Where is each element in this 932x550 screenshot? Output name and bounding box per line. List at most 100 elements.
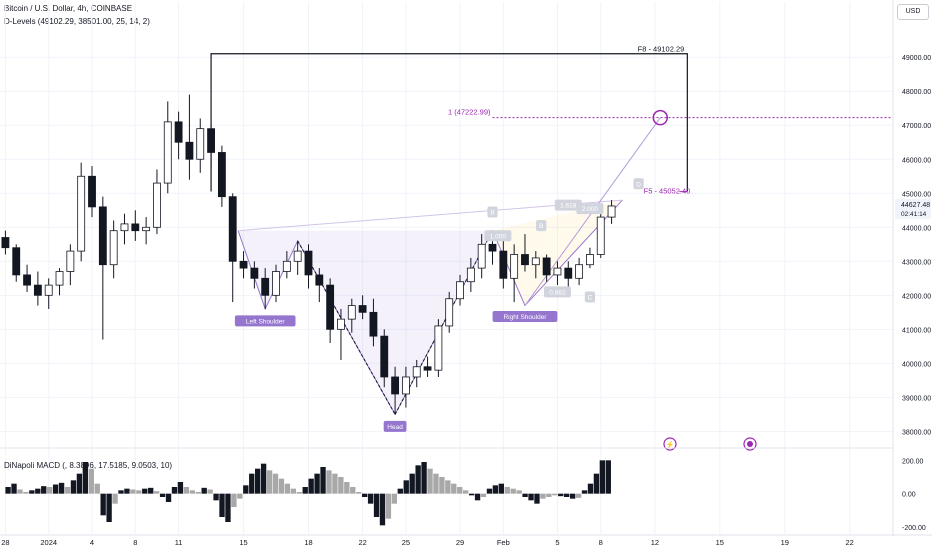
time-tick-label: 5 — [555, 538, 559, 547]
candle-body — [445, 298, 454, 327]
macd-bar — [308, 478, 314, 494]
macd-bar — [284, 483, 291, 494]
macd-bar — [76, 473, 83, 494]
macd-bar — [552, 493, 558, 496]
candle-body — [391, 376, 400, 395]
candle-body — [142, 226, 151, 232]
macd-bar — [213, 493, 219, 501]
candle-body — [282, 260, 291, 272]
candle-body — [521, 254, 529, 266]
macd-bar — [451, 483, 457, 494]
macd-bar — [415, 465, 421, 494]
time-tick-label: 22 — [358, 538, 366, 547]
macd-bar — [302, 487, 308, 494]
macd-bar — [373, 493, 380, 517]
head-label-bg — [383, 420, 407, 432]
ratio-label: 1.000 — [490, 233, 507, 240]
macd-bar — [183, 487, 190, 494]
macd-bar — [427, 468, 433, 494]
macd-bar — [350, 487, 356, 494]
price-tick-label: 43000.00 — [902, 259, 931, 266]
macd-bar — [605, 460, 611, 494]
grid — [0, 2, 893, 534]
macd-tick-label: -200.00 — [902, 525, 926, 532]
macd-bar — [569, 493, 576, 499]
macd-bar — [142, 488, 148, 494]
time-tick-label: 18 — [304, 538, 312, 547]
price-tick-label: 47000.00 — [902, 123, 931, 130]
macd-bar — [165, 493, 172, 502]
time-tick-label: Feb — [497, 538, 510, 547]
time-tick-label: 2024 — [40, 538, 57, 547]
candle-body — [553, 267, 562, 276]
candle-body — [163, 121, 172, 184]
price-tick-label: 38000.00 — [902, 429, 931, 436]
candle-body — [358, 305, 367, 313]
macd-bar — [504, 487, 510, 494]
ratio-label-bg — [484, 230, 512, 242]
macd-bar — [457, 487, 463, 494]
candle-body — [120, 223, 129, 232]
macd-bar — [278, 478, 285, 494]
right-shoulder-label: Right Shoulder — [503, 314, 547, 321]
candle-body — [250, 267, 259, 279]
candle-body — [412, 366, 421, 378]
candle-body — [196, 128, 205, 160]
macd-bar — [17, 489, 23, 494]
macd-bar — [403, 480, 409, 494]
pattern-point-label: B — [539, 223, 543, 230]
macd-bar — [58, 482, 65, 494]
macd-bar — [112, 493, 118, 504]
macd-bar — [266, 470, 273, 494]
candle-body — [153, 182, 161, 228]
candle-body — [586, 254, 594, 266]
candle-body — [326, 284, 335, 330]
time-tick-label: 15 — [716, 538, 724, 547]
candle-body — [456, 281, 464, 300]
macd-bar — [480, 493, 487, 497]
macd-bar — [225, 493, 231, 522]
ratio-label-bg — [543, 286, 571, 298]
countdown-label: 02:41:14 — [901, 211, 927, 218]
price-tick-label: 44000.00 — [902, 225, 931, 232]
macd-bar — [296, 492, 302, 494]
current-price-badge — [895, 198, 931, 219]
time-tick-label: 12 — [651, 538, 659, 547]
candle-body — [77, 175, 86, 252]
candle-body — [369, 311, 378, 337]
macd-bar — [243, 485, 249, 494]
candle-body — [477, 243, 486, 269]
macd-bar — [445, 480, 451, 494]
lightning-glyph: ⚡ — [666, 440, 675, 449]
macd-bar — [379, 493, 386, 526]
left-shoulder-label-bg — [234, 315, 296, 327]
candle-body — [272, 271, 280, 296]
macd-bar — [575, 493, 582, 498]
head-label: Head — [387, 424, 403, 431]
price-tick-label: 48000.00 — [902, 89, 931, 96]
macd-bar — [260, 463, 267, 494]
macd-bar — [136, 490, 142, 494]
candle-body — [510, 254, 519, 279]
time-tick-label: 29 — [456, 538, 464, 547]
macd-label: DiNapoli MACD (, 8.3896, 17.5185, 9.0503… — [4, 461, 172, 470]
macd-bar — [231, 493, 237, 507]
currency-button[interactable]: USD — [897, 4, 929, 20]
ratio-label-bg — [554, 199, 582, 211]
macd-bar — [47, 487, 53, 494]
macd-bar — [35, 488, 41, 494]
symbol-title: Bitcoin / U.S. Dollar, 4h, COINBASE — [4, 4, 133, 13]
candle-body — [239, 260, 248, 269]
macd-bar — [326, 470, 332, 494]
macd-bar — [249, 473, 255, 494]
pattern-point-label-bg — [487, 206, 498, 218]
price-tick-label: 49000.00 — [902, 55, 931, 62]
target-level-label: 1 (47222.99) — [448, 108, 491, 117]
f5-level-label: F5 - 45052.40 — [644, 186, 691, 195]
macd-bar — [64, 487, 71, 494]
macd-bar — [599, 460, 606, 494]
macd-bar — [356, 492, 362, 494]
current-price-label: 44627.48 — [901, 202, 930, 209]
macd-bar — [522, 493, 528, 497]
